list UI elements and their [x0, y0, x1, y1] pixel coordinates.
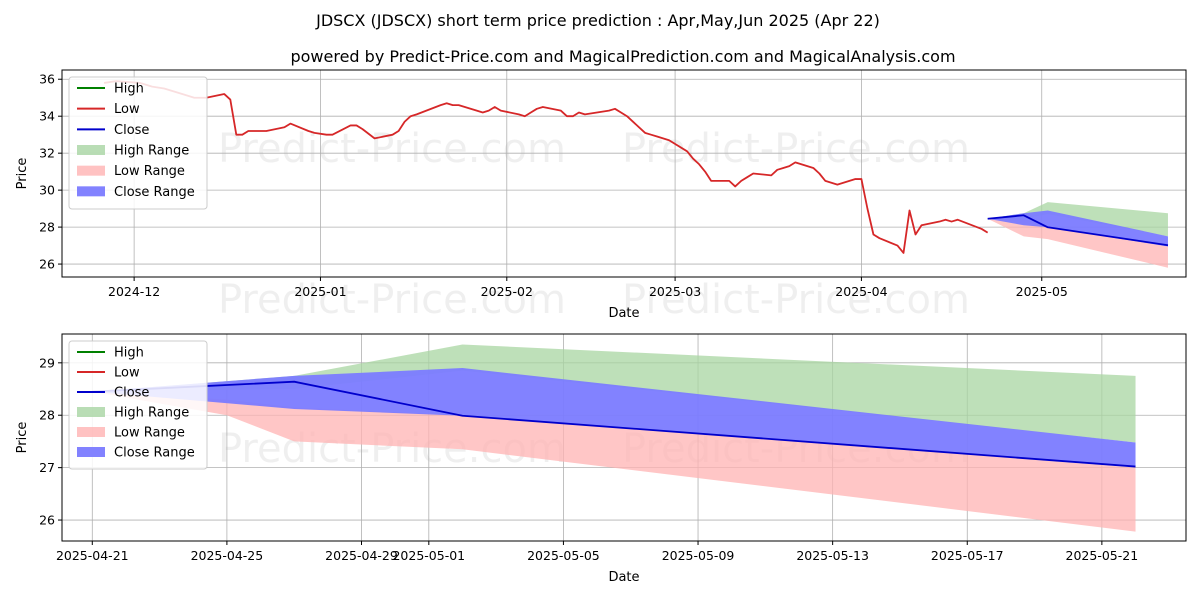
close-line — [987, 214, 1169, 247]
watermark-text: Predict-Price.com — [218, 126, 566, 172]
legend-label: Low Range — [114, 426, 185, 441]
y-tick-label: 28 — [39, 408, 55, 423]
legend-label: Close Range — [114, 185, 195, 200]
chart-subtitle: powered by Predict-Price.com and Magical… — [290, 47, 955, 66]
legend-swatch-high-range — [77, 145, 105, 155]
y-axis-label: Price — [15, 422, 30, 454]
x-tick-label: 2025-04-29 — [325, 548, 398, 563]
y-tick-label: 28 — [39, 220, 55, 235]
bottom-panel: Predict-Price.comPredict-Price.com2025-0… — [15, 333, 1187, 585]
close-range-area — [92, 368, 1136, 467]
legend-label: Low — [114, 366, 140, 381]
x-axis-label: Date — [608, 570, 639, 585]
top-panel: Predict-Price.com Predict-Price.com Predic… — [15, 69, 1187, 323]
watermark-group: Predict-Price.com Predict-Price.com Predic… — [218, 126, 970, 323]
x-tick-label: 2024-12 — [108, 284, 160, 299]
y-tick-label: 26 — [39, 513, 55, 528]
x-tick-label: 2025-04-21 — [56, 548, 129, 563]
y-tick-label: 26 — [39, 257, 55, 272]
x-tick-label: 2025-03 — [649, 284, 701, 299]
legend-swatch-high-range — [77, 407, 105, 417]
y-tick-label: 30 — [39, 183, 55, 198]
chart-title: JDSCX (JDSCX) short term price predictio… — [315, 11, 880, 30]
axes-frame — [61, 69, 1187, 278]
x-tick-label: 2025-04 — [835, 284, 887, 299]
x-tick-label: 2025-05-05 — [527, 548, 600, 563]
legend-label: Close — [114, 123, 149, 138]
low-line — [103, 80, 989, 254]
x-tick-label: 2025-04-25 — [191, 548, 264, 563]
watermark-text: Predict-Price.com — [622, 277, 970, 323]
ticks: 2024-12 2025-01 2025-02 2025-03 2025-04 2025-… — [39, 72, 1068, 299]
y-tick-label: 27 — [39, 460, 55, 475]
x-axis-label: Date — [608, 306, 639, 321]
x-tick-label: 2025-05 — [1016, 284, 1068, 299]
legend-label: Close — [114, 386, 149, 401]
plot-area — [103, 80, 1169, 268]
x-tick-label: 2025-02 — [481, 284, 533, 299]
low-range-area — [987, 218, 1168, 268]
legend-label: Low Range — [114, 164, 185, 179]
legend-swatch-low-range — [77, 427, 105, 437]
x-tick-label: 2025-05-13 — [796, 548, 869, 563]
legend-swatch-close-range — [77, 447, 105, 457]
legend-label: High — [114, 82, 144, 97]
y-tick-label: 34 — [39, 109, 55, 124]
y-tick-label: 32 — [39, 146, 55, 161]
low-range-area — [92, 391, 1136, 532]
y-tick-label: 29 — [39, 355, 55, 370]
watermark-text: Predict-Price.com — [622, 126, 970, 172]
x-tick-label: 2025-05-09 — [662, 548, 735, 563]
x-tick-label: 2025-05-01 — [392, 548, 465, 563]
x-tick-label: 2025-05-17 — [931, 548, 1004, 563]
y-axis-label: Price — [15, 158, 30, 190]
y-tick-label: 36 — [39, 72, 55, 87]
ticks: 2025-04-21 2025-04-25 2025-04-292025-05-01… — [39, 355, 1138, 563]
x-tick-label: 2025-01 — [294, 284, 346, 299]
axes-frame — [61, 333, 1187, 542]
legend-swatch-low-range — [77, 165, 105, 176]
x-tick-label: 2025-05-21 — [1066, 548, 1139, 563]
legend-box — [68, 76, 208, 210]
legend-label: Close Range — [114, 446, 195, 461]
legend-label: High Range — [114, 406, 189, 421]
legend-label: High Range — [114, 144, 189, 159]
legend: High Low Close High Range Low Range Close Ran… — [68, 76, 208, 210]
high-range-area — [92, 344, 1136, 443]
watermark-text: Predict-Price.com — [218, 277, 566, 323]
legend-label: High — [114, 346, 144, 361]
legend: High Low Close High Range Low Range Close Ran… — [68, 340, 208, 470]
legend-swatch-close-range — [77, 186, 105, 197]
legend-label: Low — [114, 102, 140, 117]
